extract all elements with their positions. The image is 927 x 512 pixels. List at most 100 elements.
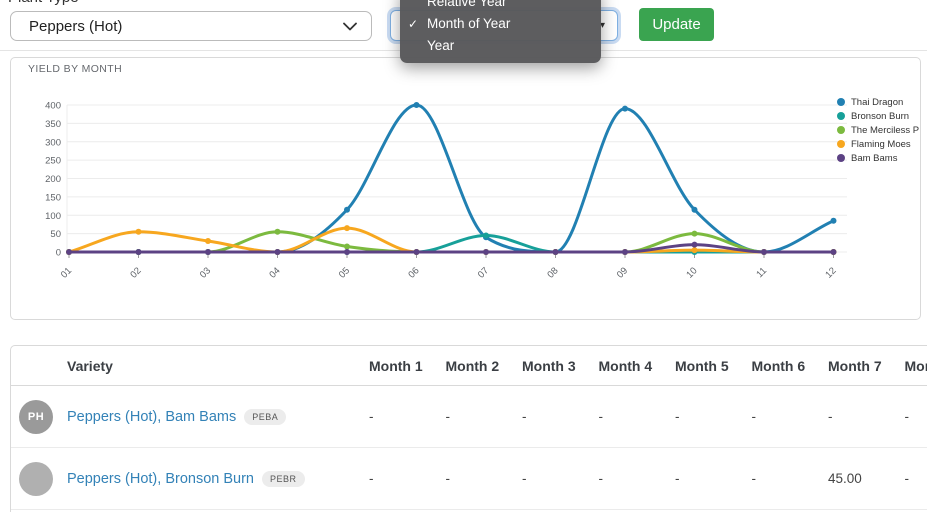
y-axis-label: 100 — [45, 211, 61, 222]
x-axis-label: 10 — [684, 265, 699, 280]
data-point — [413, 249, 420, 255]
legend-item: Bronson Burn — [837, 109, 919, 123]
menu-item-month-of-year[interactable]: Month of Year ✓ — [400, 13, 601, 35]
data-point — [483, 249, 489, 255]
legend-label: Flaming Moes — [851, 138, 911, 150]
data-point — [135, 249, 142, 255]
variety-link[interactable]: Peppers (Hot), Bronson Burn — [67, 470, 254, 487]
legend-swatch — [837, 98, 845, 106]
month-value: - — [445, 409, 451, 424]
data-point — [205, 237, 211, 244]
data-point — [691, 206, 698, 213]
x-axis-label: 12 — [823, 265, 838, 280]
series-line-the-merciless-p — [67, 230, 835, 254]
month-value: - — [522, 409, 527, 424]
variety-code-badge: PEBA — [244, 408, 287, 425]
yield-chart: 0 50 100 150 200 250 300 350 400 01 02 03 04 05 06 07 08… — [45, 101, 847, 281]
table-header-row: Variety Month 1 Month 2 Month 3 Month 4 Month… — [11, 346, 927, 386]
update-button[interactable]: Update — [639, 8, 714, 41]
variety-code-badge: PEBR — [261, 470, 305, 487]
column-header-month-5: Month 5 — [675, 357, 729, 374]
check-icon: ✓ — [408, 17, 419, 31]
x-axis-label: 01 — [59, 265, 74, 280]
month-value: - — [828, 409, 833, 424]
y-axis-label: 50 — [50, 229, 61, 240]
column-header-month-3: Month 3 — [522, 357, 576, 374]
data-point — [344, 206, 350, 213]
y-axis-label: 400 — [45, 101, 61, 112]
column-header-month-8: Month 8 — [904, 357, 927, 374]
month-value: 45.00 — [828, 471, 862, 486]
column-header-month-1: Month 1 — [369, 357, 423, 374]
legend-item: Bam Bams — [837, 151, 919, 165]
avatar-cell — [11, 461, 67, 496]
column-header-variety: Variety — [67, 357, 113, 374]
table-row: PH Peppers (Hot), Bam Bams PEBA - - - - - - - - — [11, 386, 927, 448]
data-point — [66, 249, 72, 255]
avatar — [19, 461, 53, 496]
month-value: - — [522, 471, 527, 486]
legend-item: Thai Dragon — [837, 95, 919, 109]
variety-cell: Peppers (Hot), Bam Bams PEBA — [67, 408, 361, 425]
legend-item: Flaming Moes — [837, 137, 919, 151]
y-axis-label: 300 — [45, 137, 61, 148]
x-axis-label: 11 — [754, 265, 769, 280]
y-axis-label: 350 — [45, 119, 61, 130]
data-point — [691, 247, 698, 254]
data-point — [413, 102, 420, 108]
column-header-month-4: Month 4 — [598, 357, 653, 374]
x-axis-label: 02 — [128, 265, 143, 280]
period-dropdown-menu[interactable]: Relative Year Month of Year ✓ Year — [400, 0, 601, 63]
x-axis-label: 03 — [198, 265, 213, 280]
column-header-month-6: Month 6 — [751, 357, 806, 374]
x-axis-label: 04 — [267, 265, 282, 280]
table-row: Peppers (Hot), Bronson Burn PEBR - - - - - - 45.… — [11, 448, 927, 510]
data-point — [274, 228, 281, 235]
menu-item-relative-year[interactable]: Relative Year — [427, 0, 507, 9]
legend-label: Bronson Burn — [851, 110, 910, 122]
month-value: - — [751, 471, 757, 486]
menu-item-year[interactable]: Year — [427, 38, 455, 53]
month-value: - — [904, 409, 910, 424]
legend-label: The Merciless P — [851, 124, 920, 136]
legend-label: Thai Dragon — [851, 96, 904, 108]
plant-type-select[interactable]: Peppers (Hot) — [10, 11, 372, 41]
variety-link[interactable]: Peppers (Hot), Bam Bams — [67, 408, 237, 425]
chart-legend: Thai Dragon Bronson Burn The Merciless P Fl… — [837, 95, 919, 165]
variety-cell: Peppers (Hot), Bronson Burn PEBR — [67, 470, 361, 487]
y-axis-label: 200 — [45, 174, 61, 185]
plant-type-label: Plant Type — [8, 0, 79, 6]
data-point — [830, 249, 837, 255]
legend-swatch — [837, 154, 845, 162]
month-value: - — [369, 471, 374, 486]
legend-swatch — [837, 112, 845, 120]
yield-table-panel: Variety Month 1 Month 2 Month 3 Month 4 Month… — [10, 345, 927, 512]
data-point — [344, 249, 350, 255]
caret-down-icon: ▾ — [599, 19, 605, 31]
plant-type-value: Peppers (Hot) — [29, 17, 123, 35]
column-header-month-2: Month 2 — [445, 357, 500, 374]
x-axis-label: 09 — [615, 265, 630, 280]
y-axis-label: 0 — [56, 248, 61, 259]
data-point — [691, 230, 698, 237]
month-value: - — [445, 471, 451, 486]
month-value: - — [598, 409, 604, 424]
y-axis-label: 250 — [45, 156, 61, 167]
data-point — [622, 105, 628, 112]
data-point — [344, 243, 350, 250]
yield-chart-panel: 0 50 100 150 200 250 300 350 400 01 02 03 04 05 06 07 08… — [10, 57, 921, 320]
avatar: PH — [19, 399, 53, 434]
month-value: - — [598, 471, 604, 486]
column-header-month-7: Month 7 — [828, 357, 882, 374]
month-value: - — [751, 409, 757, 424]
data-point — [830, 217, 837, 224]
series-line-bam-bams — [67, 243, 835, 254]
legend-item: The Merciless P — [837, 123, 919, 137]
data-point — [205, 249, 211, 255]
avatar-cell: PH — [11, 399, 67, 434]
x-axis-label: 07 — [476, 265, 491, 280]
x-axis-label: 05 — [337, 265, 352, 280]
legend-label: Bam Bams — [851, 152, 898, 164]
month-value: - — [904, 471, 910, 486]
